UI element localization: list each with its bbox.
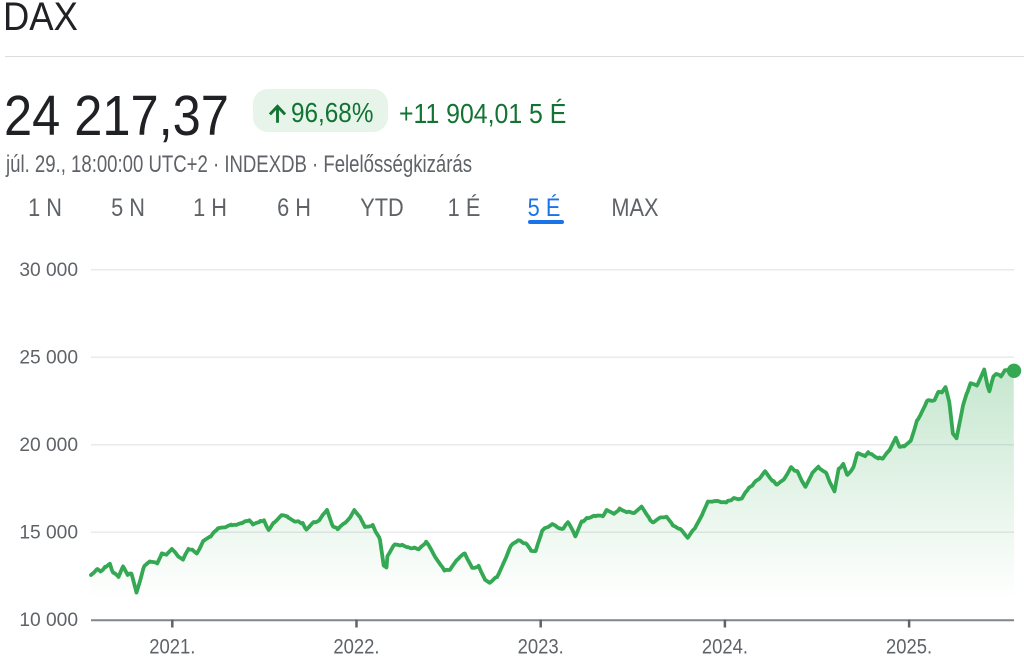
svg-text:2025.: 2025. [886,636,932,659]
svg-text:15 000: 15 000 [19,523,78,544]
svg-text:25 000: 25 000 [19,348,78,369]
svg-text:2023.: 2023. [518,636,564,659]
svg-text:30 000: 30 000 [19,260,78,281]
svg-text:2021.: 2021. [149,636,195,659]
svg-text:20 000: 20 000 [19,435,78,456]
svg-text:2024.: 2024. [702,636,748,659]
svg-text:2022.: 2022. [333,636,379,659]
svg-text:10 000: 10 000 [19,610,78,631]
